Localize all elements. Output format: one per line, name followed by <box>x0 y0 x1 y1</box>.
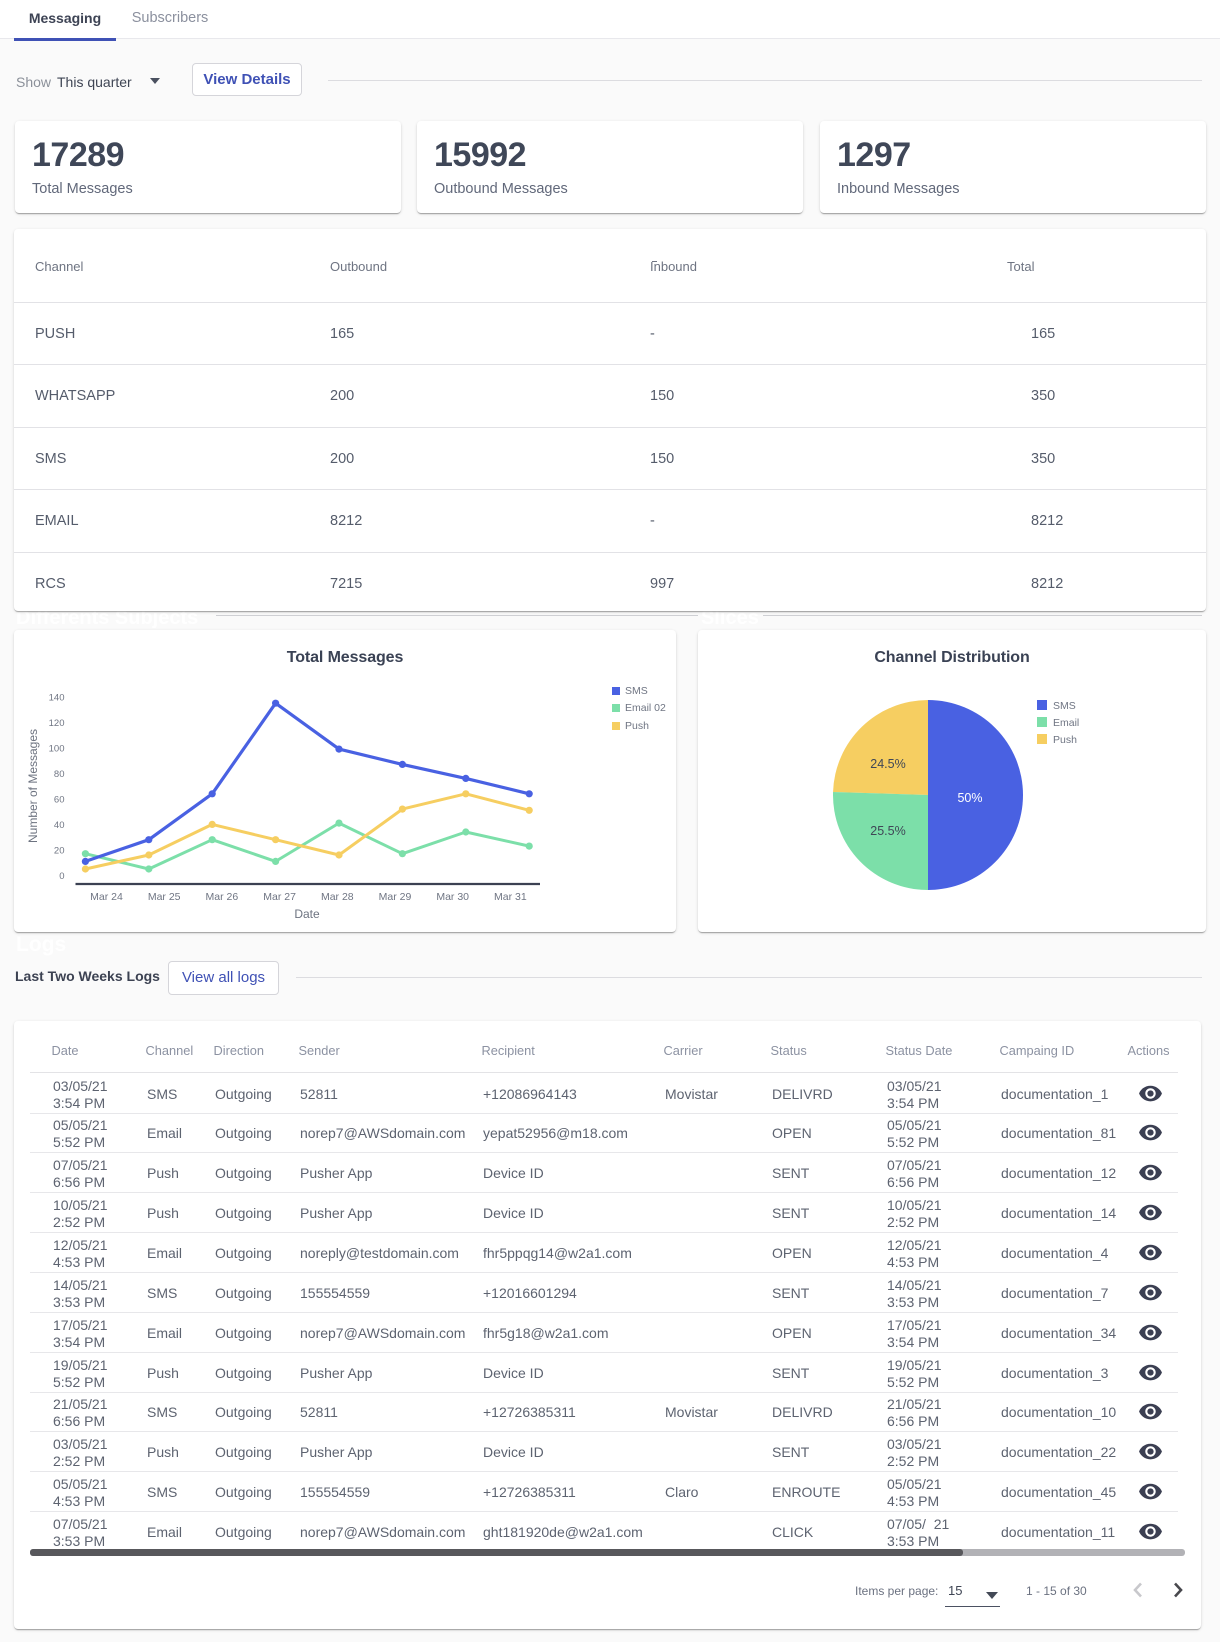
svg-text:Push: Push <box>1053 734 1077 746</box>
svg-text:Mar 28: Mar 28 <box>321 891 354 903</box>
svg-text:Email: Email <box>1053 717 1079 729</box>
svg-text:50%: 50% <box>957 791 982 805</box>
svg-text:Mar 25: Mar 25 <box>148 891 181 903</box>
svg-text:60: 60 <box>54 794 65 805</box>
svg-text:Mar 30: Mar 30 <box>436 891 469 903</box>
svg-text:Date: Date <box>294 907 320 921</box>
svg-text:Number of Messages: Number of Messages <box>26 729 40 843</box>
svg-text:24.5%: 24.5% <box>870 757 905 771</box>
svg-text:SMS: SMS <box>1053 700 1076 712</box>
svg-text:Mar 31: Mar 31 <box>494 891 527 903</box>
svg-text:Mar 29: Mar 29 <box>379 891 412 903</box>
svg-text:20: 20 <box>54 845 65 856</box>
svg-text:Mar 27: Mar 27 <box>263 891 296 903</box>
svg-text:140: 140 <box>49 692 65 703</box>
svg-text:Mar 24: Mar 24 <box>90 891 123 903</box>
svg-text:80: 80 <box>54 769 65 780</box>
svg-text:25.5%: 25.5% <box>870 824 905 838</box>
svg-text:120: 120 <box>49 718 65 729</box>
svg-text:0: 0 <box>59 871 64 882</box>
svg-text:Mar 26: Mar 26 <box>206 891 239 903</box>
svg-text:40: 40 <box>54 820 65 831</box>
svg-text:100: 100 <box>49 743 65 754</box>
